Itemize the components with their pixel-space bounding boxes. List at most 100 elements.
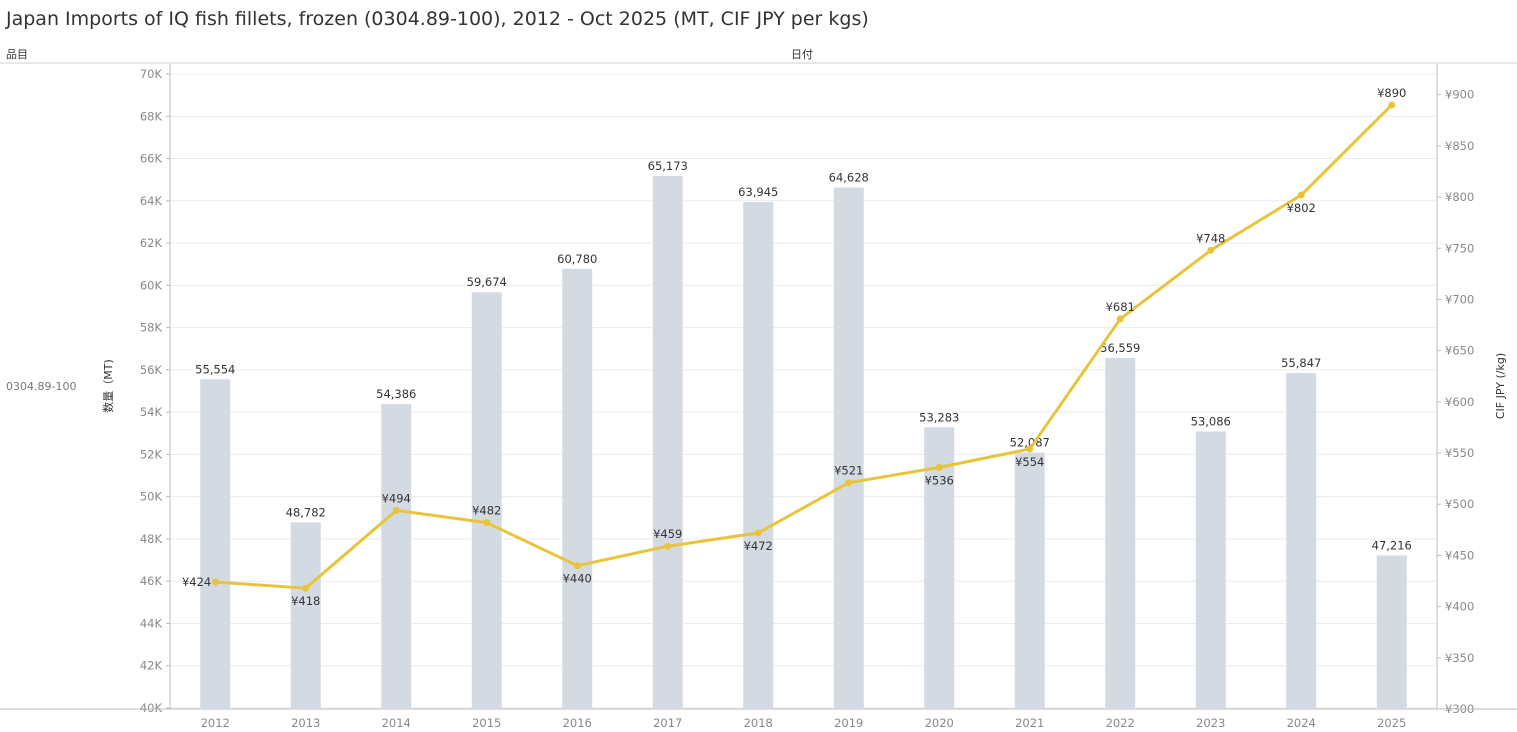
y-left-tick-label: 42K (140, 659, 163, 673)
bar-value-label: 60,780 (557, 252, 597, 266)
price-point (302, 584, 310, 592)
price-point (483, 519, 491, 527)
row-field-header: 品目 (6, 48, 28, 61)
y-left-tick-label: 62K (140, 236, 163, 250)
price-value-label: ¥440 (563, 572, 592, 586)
y-left-tick-label: 54K (140, 405, 163, 419)
y-left-tick-label: 52K (140, 447, 163, 461)
y-left-tick-label: 44K (140, 616, 163, 630)
x-tick-label: 2021 (1015, 716, 1044, 730)
y-right-tick-label: ¥600 (1445, 395, 1474, 409)
chart-title: Japan Imports of IQ fish fillets, frozen… (6, 8, 869, 30)
price-value-label: ¥521 (834, 464, 863, 478)
x-tick-label: 2013 (291, 716, 320, 730)
price-point (1207, 246, 1215, 254)
price-point (845, 479, 853, 487)
x-tick-label: 2015 (472, 716, 501, 730)
x-tick-label: 2024 (1287, 716, 1316, 730)
y-left-axis-title: 数量（MT) (102, 359, 115, 413)
bar (381, 403, 412, 709)
y-right-tick-label: ¥700 (1445, 292, 1474, 306)
x-tick-label: 2020 (925, 716, 954, 730)
price-value-label: ¥418 (291, 594, 320, 608)
y-right-tick-label: ¥850 (1445, 139, 1474, 153)
price-value-label: ¥748 (1196, 231, 1225, 245)
y-right-axis-title: CIF JPY (/kg) (1494, 353, 1507, 419)
y-left-tick-label: 46K (140, 574, 163, 588)
bar-value-label: 53,086 (1191, 414, 1231, 428)
price-point (573, 562, 581, 570)
y-left-tick-label: 40K (140, 701, 163, 715)
y-left-tick-label: 70K (140, 67, 163, 81)
bar (562, 268, 593, 709)
bar-value-label: 48,782 (286, 505, 326, 519)
bar (1286, 373, 1317, 709)
bar (1014, 452, 1045, 709)
price-value-label: ¥424 (182, 575, 211, 589)
bar-value-label: 59,674 (467, 275, 507, 289)
price-point (211, 578, 219, 586)
price-point (1116, 315, 1124, 323)
price-value-label: ¥494 (382, 491, 411, 505)
bar-value-label: 47,216 (1372, 539, 1412, 553)
x-tick-label: 2014 (382, 716, 411, 730)
bar-value-label: 56,559 (1100, 341, 1140, 355)
price-value-label: ¥472 (744, 539, 773, 553)
y-left-tick-label: 50K (140, 490, 163, 504)
price-point (754, 529, 762, 537)
bar (200, 379, 231, 709)
x-tick-label: 2019 (834, 716, 863, 730)
row-label: 0304.89-100 (6, 380, 77, 393)
bar (290, 522, 321, 709)
y-right-tick-label: ¥400 (1445, 600, 1474, 614)
y-left-tick-label: 48K (140, 532, 163, 546)
y-left-tick-label: 64K (140, 194, 163, 208)
price-point (392, 506, 400, 514)
column-field-header: 日付 (791, 48, 813, 61)
bar-value-label: 53,283 (919, 410, 959, 424)
bar (1195, 431, 1226, 709)
price-value-label: ¥482 (472, 504, 501, 518)
bar-value-label: 52,087 (1010, 436, 1050, 450)
y-left-tick-label: 68K (140, 109, 163, 123)
price-value-label: ¥802 (1287, 201, 1316, 215)
price-value-label: ¥681 (1106, 300, 1135, 314)
price-point (664, 542, 672, 550)
y-right-tick-label: ¥900 (1445, 88, 1474, 102)
y-right-tick-label: ¥500 (1445, 497, 1474, 511)
bar (1376, 555, 1407, 709)
x-tick-label: 2012 (201, 716, 230, 730)
price-value-label: ¥536 (925, 473, 954, 487)
y-left-tick-label: 66K (140, 152, 163, 166)
bar-value-label: 54,386 (376, 387, 416, 401)
y-right-tick-label: ¥650 (1445, 344, 1474, 358)
bar (652, 176, 683, 709)
price-point (1297, 191, 1305, 199)
bar (471, 292, 502, 709)
price-point (935, 463, 943, 471)
bar (924, 427, 955, 709)
bar (743, 201, 774, 709)
x-tick-label: 2017 (653, 716, 682, 730)
price-value-label: ¥554 (1015, 455, 1044, 469)
y-left-tick-label: 56K (140, 363, 163, 377)
y-right-tick-label: ¥350 (1445, 651, 1474, 665)
x-tick-label: 2022 (1106, 716, 1135, 730)
price-point (1388, 101, 1396, 109)
x-tick-label: 2025 (1377, 716, 1406, 730)
bar-value-label: 55,554 (195, 362, 235, 376)
x-tick-label: 2023 (1196, 716, 1225, 730)
bar (1105, 358, 1136, 709)
bar-value-label: 55,847 (1281, 356, 1321, 370)
price-line (215, 103, 1393, 590)
y-right-tick-label: ¥550 (1445, 446, 1474, 460)
price-value-label: ¥890 (1377, 86, 1406, 100)
y-left-tick-label: 58K (140, 321, 163, 335)
y-left-tick-label: 60K (140, 278, 163, 292)
y-right-tick-label: ¥750 (1445, 241, 1474, 255)
x-tick-label: 2018 (744, 716, 773, 730)
price-point (1026, 445, 1034, 453)
price-value-label: ¥459 (653, 527, 682, 541)
y-right-tick-label: ¥450 (1445, 548, 1474, 562)
